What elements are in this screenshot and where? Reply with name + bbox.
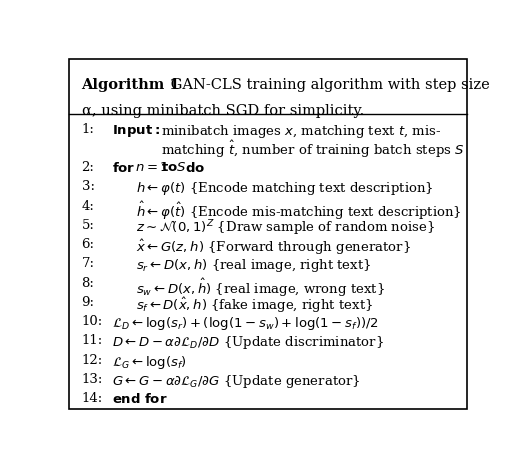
Text: 1:: 1: <box>82 123 95 136</box>
Text: 11:: 11: <box>82 334 103 347</box>
Text: $\mathbf{to}$: $\mathbf{to}$ <box>162 161 178 174</box>
Text: $\mathbf{Input:}$: $\mathbf{Input:}$ <box>112 123 160 138</box>
Text: $\mathbf{for}$: $\mathbf{for}$ <box>112 161 135 175</box>
Text: $\hat{h} \leftarrow \varphi(\hat{t})$ {Encode mis-matching text description}: $\hat{h} \leftarrow \varphi(\hat{t})$ {E… <box>137 200 462 222</box>
Text: $S$: $S$ <box>176 161 186 174</box>
Text: $\mathbf{do}$: $\mathbf{do}$ <box>185 161 206 175</box>
Text: $\hat{x} \leftarrow G(z,h)$ {Forward through generator}: $\hat{x} \leftarrow G(z,h)$ {Forward thr… <box>137 238 411 257</box>
Text: 13:: 13: <box>82 373 103 386</box>
Text: 12:: 12: <box>82 354 103 367</box>
Text: 3:: 3: <box>82 180 95 194</box>
Text: matching $\hat{t}$, number of training batch steps $S$: matching $\hat{t}$, number of training b… <box>162 139 465 161</box>
Text: $s_w \leftarrow D(x,\hat{h})$ {real image, wrong text}: $s_w \leftarrow D(x,\hat{h})$ {real imag… <box>137 276 385 299</box>
Text: 7:: 7: <box>82 257 95 270</box>
Text: 4:: 4: <box>82 200 95 213</box>
FancyBboxPatch shape <box>70 59 467 408</box>
Text: $D \leftarrow D - \alpha\partial\mathcal{L}_D/\partial D$ {Update discriminator}: $D \leftarrow D - \alpha\partial\mathcal… <box>112 334 384 351</box>
Text: minibatch images $x$, matching text $t$, mis-: minibatch images $x$, matching text $t$,… <box>162 123 442 139</box>
Text: $s_f \leftarrow D(\hat{x},h)$ {fake image, right text}: $s_f \leftarrow D(\hat{x},h)$ {fake imag… <box>137 296 373 315</box>
Text: $G \leftarrow G - \alpha\partial\mathcal{L}_G/\partial G$ {Update generator}: $G \leftarrow G - \alpha\partial\mathcal… <box>112 373 360 390</box>
Text: 2:: 2: <box>82 161 95 174</box>
Text: $\mathcal{L}_G \leftarrow \log(s_f)$: $\mathcal{L}_G \leftarrow \log(s_f)$ <box>112 354 187 370</box>
Text: $h \leftarrow \varphi(t)$ {Encode matching text description}: $h \leftarrow \varphi(t)$ {Encode matchi… <box>137 180 434 197</box>
Text: 8:: 8: <box>82 276 95 289</box>
Text: $\mathcal{L}_D \leftarrow \log(s_r) + (\log(1 - s_w) + \log(1 - s_f))/2$: $\mathcal{L}_D \leftarrow \log(s_r) + (\… <box>112 315 379 332</box>
Text: 9:: 9: <box>82 296 95 309</box>
Text: 5:: 5: <box>82 219 95 232</box>
Text: GAN-CLS training algorithm with step size: GAN-CLS training algorithm with step siz… <box>166 78 490 92</box>
Text: 10:: 10: <box>82 315 103 328</box>
Text: 6:: 6: <box>82 238 95 251</box>
Text: $s_r \leftarrow D(x,h)$ {real image, right text}: $s_r \leftarrow D(x,h)$ {real image, rig… <box>137 257 372 275</box>
Text: $z \sim \mathcal{N}(0,1)^Z$ {Draw sample of random noise}: $z \sim \mathcal{N}(0,1)^Z$ {Draw sample… <box>137 219 436 238</box>
Text: $n = 1$: $n = 1$ <box>131 161 169 174</box>
Text: 14:: 14: <box>82 392 103 405</box>
Text: $\mathbf{end\ for}$: $\mathbf{end\ for}$ <box>112 392 167 406</box>
Text: α, using minibatch SGD for simplicity.: α, using minibatch SGD for simplicity. <box>82 104 364 118</box>
Text: Algorithm 1: Algorithm 1 <box>82 78 180 92</box>
